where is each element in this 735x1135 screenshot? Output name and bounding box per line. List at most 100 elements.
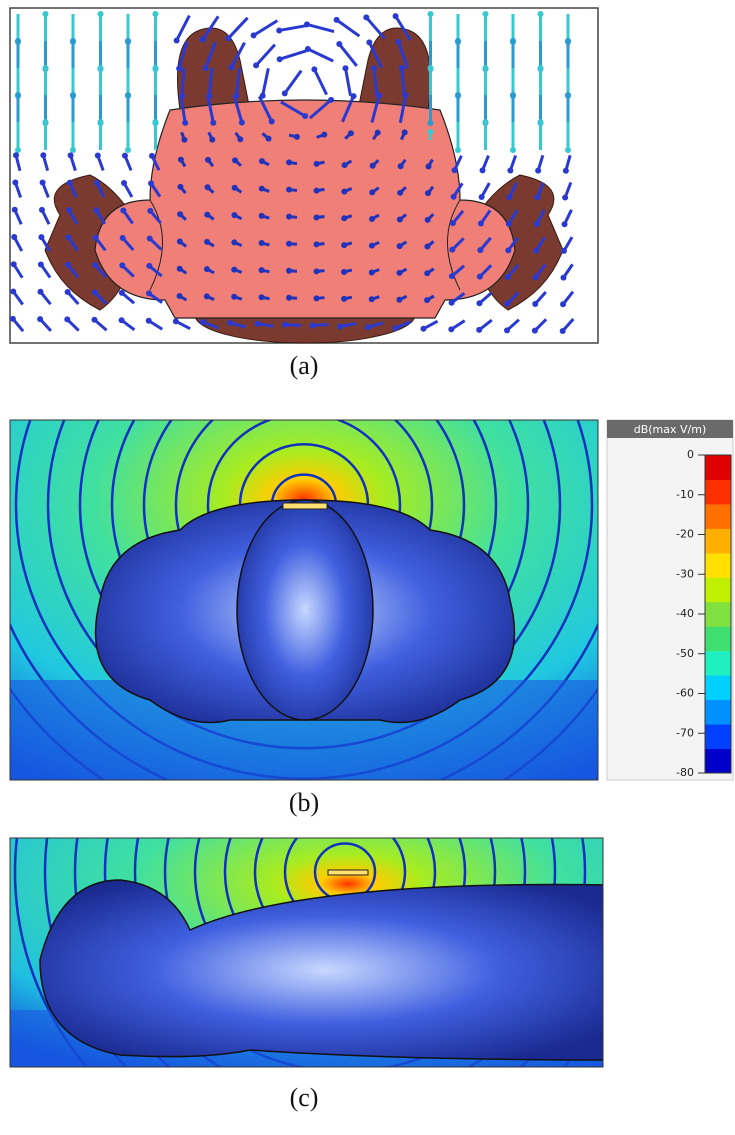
arrow-head [121,180,128,187]
arrow-head [424,216,431,223]
arrow-head [205,156,212,163]
arrow-head [66,179,73,186]
field-arrow [308,98,333,120]
field-arrow [257,95,274,123]
arrow-head [286,267,293,274]
colorbar-tick-label: -50 [676,647,694,660]
arrow-head [119,234,126,241]
arrow-head [152,119,159,125]
field-arrow [280,100,306,118]
arrow-head [507,167,514,174]
arrow-head [125,38,131,44]
field-arrow [394,15,412,41]
arrow-head [152,65,159,71]
colorbar-tick-label: -60 [676,687,694,700]
arrow-head [374,129,381,136]
arrow-head [228,64,235,71]
arrow-head [368,269,375,276]
arrow-head [173,37,180,44]
arrow-head [402,92,409,99]
arrow-head [94,152,101,159]
arrow-head [425,190,432,197]
arrow-head [237,136,244,143]
field-arrow [234,67,242,97]
arrow-head [302,113,309,120]
arrow-head [337,323,344,330]
arrow-head [38,234,45,241]
arrow-head [476,300,483,307]
arrow-head [341,162,348,169]
panel-c [10,838,603,1067]
arrow-head [177,183,184,190]
field-arrow [254,43,277,67]
arrow-head [455,147,461,153]
arrow-head [336,41,343,48]
arrow-head [202,65,209,72]
arrow-head [70,92,76,98]
field-arrow [279,49,307,61]
colorbar-title: dB(max V/m) [634,423,707,436]
arrow-head [505,220,512,227]
arrow-head [341,242,348,249]
arrow-head [258,158,265,165]
arrow-head [227,319,234,326]
arrow-head [204,211,211,218]
colorbar-step [705,528,731,554]
arrow-head [531,327,538,334]
arrow-head [65,261,72,268]
arrow-head [392,13,399,20]
arrow-head [535,167,542,174]
arrow-head [200,319,207,326]
arrow-head [397,163,404,170]
arrow-head [424,243,431,250]
arrow-head [303,21,310,28]
arrow-head [321,131,328,138]
arrow-head [565,147,571,153]
arrow-head [10,261,17,268]
arrow-head [369,162,376,169]
arrow-head [561,221,568,228]
arrow-head [204,238,211,245]
colorbar-step [705,552,731,578]
arrow-head [40,152,47,159]
arrow-head [286,213,293,220]
arrow-head [64,289,71,296]
arrow-head [37,288,44,295]
arrow-head [505,247,512,254]
colorbar-step [705,724,731,750]
arrow-head [258,240,265,247]
arrow-head [93,179,100,186]
arrow-head [176,65,183,72]
arrow-head [231,184,238,191]
arrow-head [97,119,104,125]
arrow-head [119,262,126,269]
arrow-head [510,92,516,98]
field-arrow [372,67,379,97]
arrow-head [451,167,458,174]
arrow-head [231,239,238,246]
arrow-head [152,11,159,17]
arrow-head [37,316,44,323]
arrow-head [479,167,486,174]
arrow-head [172,318,179,325]
arrow-head [11,206,18,213]
arrow-head [424,297,431,304]
arrow-head [97,11,104,17]
arrow-head [181,136,188,143]
arrow-head [313,214,320,221]
colorbar-step [705,626,731,652]
arrow-head [286,159,293,166]
field-arrow [180,67,186,97]
field-arrow [206,94,215,124]
arrow-head [562,167,569,174]
colorbar-step [705,748,731,774]
arrow-head [350,93,357,100]
arrow-head [537,11,544,17]
arrow-head [427,11,434,17]
arrow-head [42,65,49,71]
arrow-head [70,147,76,153]
arrow-head [504,274,511,281]
arrow-head [510,147,516,153]
arrow-head [67,152,74,159]
